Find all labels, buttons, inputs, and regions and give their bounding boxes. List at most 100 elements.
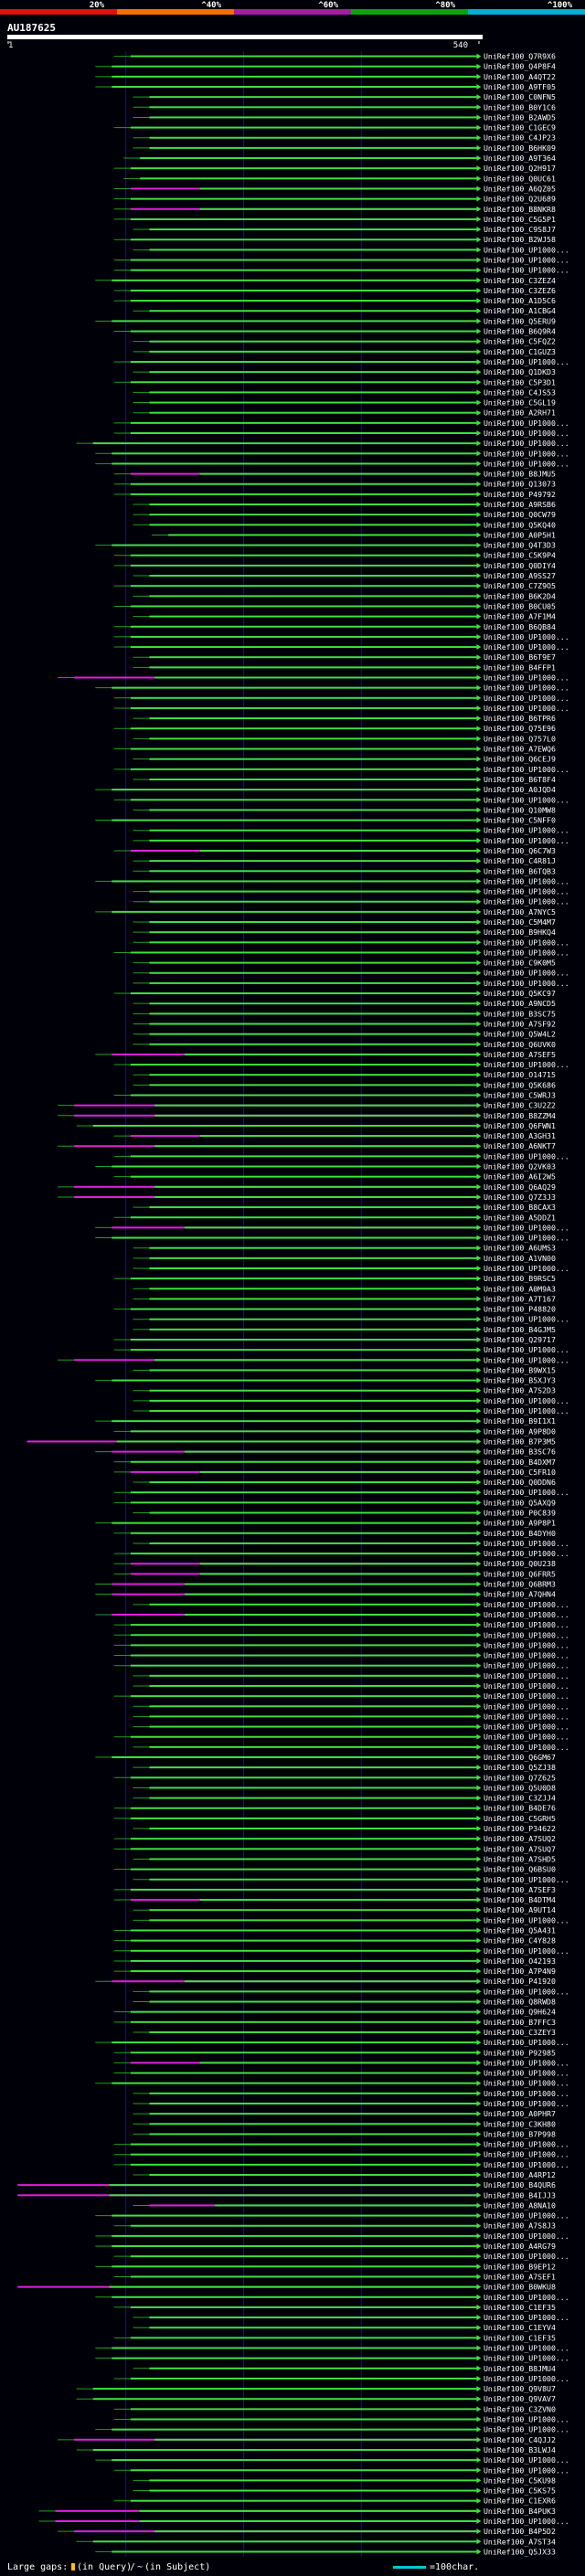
hit-label[interactable]: UniRef100_C5M4M7 xyxy=(484,917,556,927)
hit-label[interactable]: UniRef100_UP1000... xyxy=(484,2252,569,2261)
hit-label[interactable]: UniRef100_UP1000... xyxy=(484,1620,569,1629)
hit-label[interactable]: UniRef100_A0PHR7 xyxy=(484,2109,556,2118)
hit-label[interactable]: UniRef100_UP1000... xyxy=(484,1264,569,1273)
hit-label[interactable]: UniRef100_B4QUR6 xyxy=(484,2180,556,2189)
hit-label[interactable]: UniRef100_C1EYV4 xyxy=(484,2323,556,2332)
hit-label[interactable]: UniRef100_UP1000... xyxy=(484,419,569,428)
hit-label[interactable]: UniRef100_A3GH31 xyxy=(484,1131,556,1140)
hit-label[interactable]: UniRef100_A6UMS3 xyxy=(484,1244,556,1253)
hit-label[interactable]: UniRef100_Q8RWD8 xyxy=(484,1998,556,2007)
hit-label[interactable]: UniRef100_Q2H917 xyxy=(484,164,556,173)
hit-label[interactable]: UniRef100_Q0CW79 xyxy=(484,510,556,519)
hit-label[interactable]: UniRef100_A2RH71 xyxy=(484,408,556,418)
hit-label[interactable]: UniRef100_C5FQZ2 xyxy=(484,337,556,346)
hit-label[interactable]: UniRef100_Q4T3D3 xyxy=(484,541,556,550)
hit-label[interactable]: UniRef100_C1EF35 xyxy=(484,2333,556,2342)
hit-label[interactable]: UniRef100_Q7Z625 xyxy=(484,1773,556,1782)
hit-label[interactable]: UniRef100_C9S8J7 xyxy=(484,225,556,234)
hit-label[interactable]: UniRef100_UP1000... xyxy=(484,979,569,988)
hit-label[interactable]: UniRef100_Q5ZJ38 xyxy=(484,1763,556,1772)
hit-label[interactable]: UniRef100_UP1000... xyxy=(484,1681,569,1691)
hit-label[interactable]: UniRef100_A9P8D0 xyxy=(484,1426,556,1436)
hit-label[interactable]: UniRef100_B0Y1C6 xyxy=(484,102,556,111)
hit-label[interactable]: UniRef100_A0P5H1 xyxy=(484,530,556,539)
hit-label[interactable]: UniRef100_UP1000... xyxy=(484,948,569,957)
hit-label[interactable]: UniRef100_UP1000... xyxy=(484,2231,569,2241)
hit-label[interactable]: UniRef100_B0WKU8 xyxy=(484,2283,556,2292)
hit-label[interactable]: UniRef100_C3ZEZ6 xyxy=(484,286,556,295)
hit-label[interactable]: UniRef100_Q10MW8 xyxy=(484,805,556,814)
hit-label[interactable]: UniRef100_P92985 xyxy=(484,2048,556,2057)
hit-label[interactable]: UniRef100_UP1000... xyxy=(484,632,569,641)
hit-label[interactable]: UniRef100_B2AWD5 xyxy=(484,112,556,122)
hit-label[interactable]: UniRef100_B7P3M5 xyxy=(484,1436,556,1446)
hit-label[interactable]: UniRef100_A9RSB6 xyxy=(484,500,556,509)
hit-label[interactable]: UniRef100_C5NFF0 xyxy=(484,816,556,825)
hit-label[interactable]: UniRef100_B6TQB3 xyxy=(484,866,556,875)
hit-label[interactable]: UniRef100_A7P4N9 xyxy=(484,1966,556,1976)
hit-label[interactable]: UniRef100_B6TPR6 xyxy=(484,714,556,723)
hit-label[interactable]: UniRef100_A5DDZ1 xyxy=(484,1213,556,1222)
hit-label[interactable]: UniRef100_UP1000... xyxy=(484,1060,569,1069)
hit-label[interactable]: UniRef100_A9TF05 xyxy=(484,82,556,91)
hit-label[interactable]: UniRef100_Q5ERU9 xyxy=(484,316,556,325)
hit-label[interactable]: UniRef100_Q6UVK0 xyxy=(484,1040,556,1049)
hit-label[interactable]: UniRef100_UP1000... xyxy=(484,1234,569,1243)
hit-label[interactable]: UniRef100_UP1000... xyxy=(484,2038,569,2047)
hit-label[interactable]: UniRef100_A4QT22 xyxy=(484,72,556,81)
hit-label[interactable]: UniRef100_B5XJY3 xyxy=(484,1376,556,1385)
hit-label[interactable]: UniRef100_B8ZZM4 xyxy=(484,1111,556,1120)
hit-label[interactable]: UniRef100_B9RSC5 xyxy=(484,1274,556,1283)
hit-label[interactable]: UniRef100_Q0DDN6 xyxy=(484,1478,556,1487)
hit-label[interactable]: UniRef100_Q5U0D8 xyxy=(484,1783,556,1792)
hit-label[interactable]: UniRef100_UP1000... xyxy=(484,449,569,458)
hit-label[interactable]: UniRef100_Q9VAV7 xyxy=(484,2394,556,2403)
hit-label[interactable]: UniRef100_A7ST34 xyxy=(484,2537,556,2546)
hit-label[interactable]: UniRef100_UP1000... xyxy=(484,1488,569,1497)
hit-label[interactable]: UniRef100_B6QB84 xyxy=(484,622,556,631)
hit-label[interactable]: UniRef100_P0C839 xyxy=(484,1509,556,1518)
hit-label[interactable]: UniRef100_UP1000... xyxy=(484,2425,569,2434)
hit-label[interactable]: UniRef100_C4QJJ2 xyxy=(484,2435,556,2444)
hit-label[interactable]: UniRef100_Q2U689 xyxy=(484,195,556,204)
hit-label[interactable]: UniRef100_B4GJM5 xyxy=(484,1325,556,1334)
hit-label[interactable]: UniRef100_B0CU05 xyxy=(484,601,556,610)
hit-label[interactable]: UniRef100_UP1000... xyxy=(484,1640,569,1649)
hit-label[interactable]: UniRef100_B3SC76 xyxy=(484,1447,556,1457)
hit-label[interactable]: UniRef100_Q5KQ40 xyxy=(484,520,556,529)
hit-label[interactable]: UniRef100_UP1000... xyxy=(484,1915,569,1924)
hit-label[interactable]: UniRef100_UP1000... xyxy=(484,245,569,254)
hit-label[interactable]: UniRef100_UP1000... xyxy=(484,704,569,713)
hit-label[interactable]: UniRef100_B4FFP1 xyxy=(484,663,556,672)
hit-label[interactable]: UniRef100_UP1000... xyxy=(484,1630,569,1639)
hit-label[interactable]: UniRef100_A9UT14 xyxy=(484,1905,556,1914)
hit-label[interactable]: UniRef100_C4JS53 xyxy=(484,387,556,397)
hit-label[interactable]: UniRef100_UP1000... xyxy=(484,1610,569,1619)
hit-label[interactable]: UniRef100_UP1000... xyxy=(484,938,569,947)
hit-label[interactable]: UniRef100_A9NCD5 xyxy=(484,999,556,1008)
hit-label[interactable]: UniRef100_C5GL19 xyxy=(484,398,556,408)
hit-label[interactable]: UniRef100_UP1000... xyxy=(484,826,569,835)
hit-label[interactable]: UniRef100_A1D5C6 xyxy=(484,296,556,305)
hit-label[interactable]: UniRef100_UP1000... xyxy=(484,2313,569,2322)
hit-label[interactable]: UniRef100_Q6C7W3 xyxy=(484,846,556,855)
hit-label[interactable]: UniRef100_Q2VK03 xyxy=(484,1162,556,1171)
hit-label[interactable]: UniRef100_UP1000... xyxy=(484,266,569,275)
hit-label[interactable]: UniRef100_C3KH80 xyxy=(484,2119,556,2128)
hit-label[interactable]: UniRef100_Q6AQ29 xyxy=(484,1182,556,1192)
hit-label[interactable]: UniRef100_UP1000... xyxy=(484,1223,569,1232)
hit-label[interactable]: UniRef100_UP1000... xyxy=(484,2150,569,2159)
hit-label[interactable]: UniRef100_UP1000... xyxy=(484,2517,569,2526)
hit-label[interactable]: UniRef100_UP1000... xyxy=(484,2354,569,2363)
hit-label[interactable]: UniRef100_B3SC75 xyxy=(484,1009,556,1018)
hit-label[interactable]: UniRef100_B7P998 xyxy=(484,2129,556,2138)
hit-label[interactable]: UniRef100_C3ZVN0 xyxy=(484,2404,556,2413)
hit-label[interactable]: UniRef100_UP1000... xyxy=(484,1661,569,1670)
hit-label[interactable]: UniRef100_B4DE76 xyxy=(484,1804,556,1813)
hit-label[interactable]: UniRef100_A7SUQ2 xyxy=(484,1834,556,1843)
hit-label[interactable]: UniRef100_Q6GM67 xyxy=(484,1753,556,1762)
hit-label[interactable]: UniRef100_UP1000... xyxy=(484,765,569,774)
hit-label[interactable]: UniRef100_Q5W4L2 xyxy=(484,1030,556,1039)
hit-label[interactable]: UniRef100_B3LWJ4 xyxy=(484,2445,556,2454)
hit-label[interactable]: UniRef100_C9K0M5 xyxy=(484,959,556,968)
